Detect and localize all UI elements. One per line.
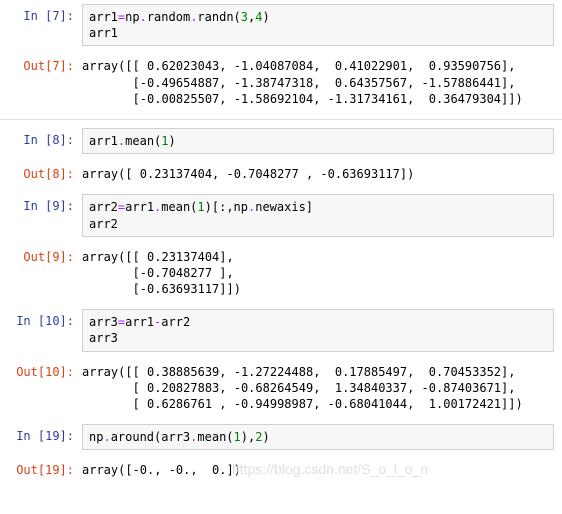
code-input[interactable]: np.around(arr3.mean(1),2) [82,424,554,450]
out-prompt: Out[10]: [0,360,82,417]
code-input[interactable]: arr2=arr1.mean(1)[:,np.newaxis] arr2 [82,194,554,236]
out-prompt: Out[7]: [0,54,82,111]
code-output: array([[ 0.38885639, -1.27224488, 0.1788… [82,360,562,417]
code-output: array([[ 0.23137404], [-0.7048277 ], [-0… [82,245,562,302]
notebook-root: In [7]:arr1=np.random.randn(3,4) arr1Out… [0,0,562,487]
cell-separator [0,119,562,120]
in-prompt: In [9]: [0,194,82,236]
output-text: array([ 0.23137404, -0.7048277 , -0.6369… [82,167,414,181]
input-cell: In [19]:np.around(arr3.mean(1),2) [0,420,562,454]
in-prompt: In [19]: [0,424,82,450]
out-prompt: Out[8]: [0,162,82,186]
output-text: array([-0., -0., 0.]) [82,463,241,477]
output-cell: Out[10]:array([[ 0.38885639, -1.27224488… [0,356,562,421]
in-prompt: In [10]: [0,309,82,351]
code-input[interactable]: arr3=arr1-arr2 arr3 [82,309,554,351]
in-prompt: In [7]: [0,4,82,46]
code-output: array([[ 0.62023043, -1.04087084, 0.4102… [82,54,562,111]
input-cell: In [8]:arr1.mean(1) [0,124,562,158]
out-prompt: Out[19]: [0,458,82,482]
code-output: array([-0., -0., 0.])https://blog.csdn.n… [82,458,562,482]
output-cell: Out[9]:array([[ 0.23137404], [-0.7048277… [0,241,562,306]
out-prompt: Out[9]: [0,245,82,302]
code-input[interactable]: arr1=np.random.randn(3,4) arr1 [82,4,554,46]
output-text: array([[ 0.62023043, -1.04087084, 0.4102… [82,59,523,105]
input-cell: In [10]:arr3=arr1-arr2 arr3 [0,305,562,355]
output-cell: Out[8]:array([ 0.23137404, -0.7048277 , … [0,158,562,190]
input-cell: In [9]:arr2=arr1.mean(1)[:,np.newaxis] a… [0,190,562,240]
output-text: array([[ 0.38885639, -1.27224488, 0.1788… [82,365,523,411]
csdn-watermark: https://blog.csdn.net/S_o_l_o_n [232,460,428,479]
input-cell: In [7]:arr1=np.random.randn(3,4) arr1 [0,0,562,50]
output-cell: Out[7]:array([[ 0.62023043, -1.04087084,… [0,50,562,115]
output-text: array([[ 0.23137404], [-0.7048277 ], [-0… [82,250,241,296]
output-cell: Out[19]:array([-0., -0., 0.])https://blo… [0,454,562,486]
code-input[interactable]: arr1.mean(1) [82,128,554,154]
code-output: array([ 0.23137404, -0.7048277 , -0.6369… [82,162,562,186]
in-prompt: In [8]: [0,128,82,154]
